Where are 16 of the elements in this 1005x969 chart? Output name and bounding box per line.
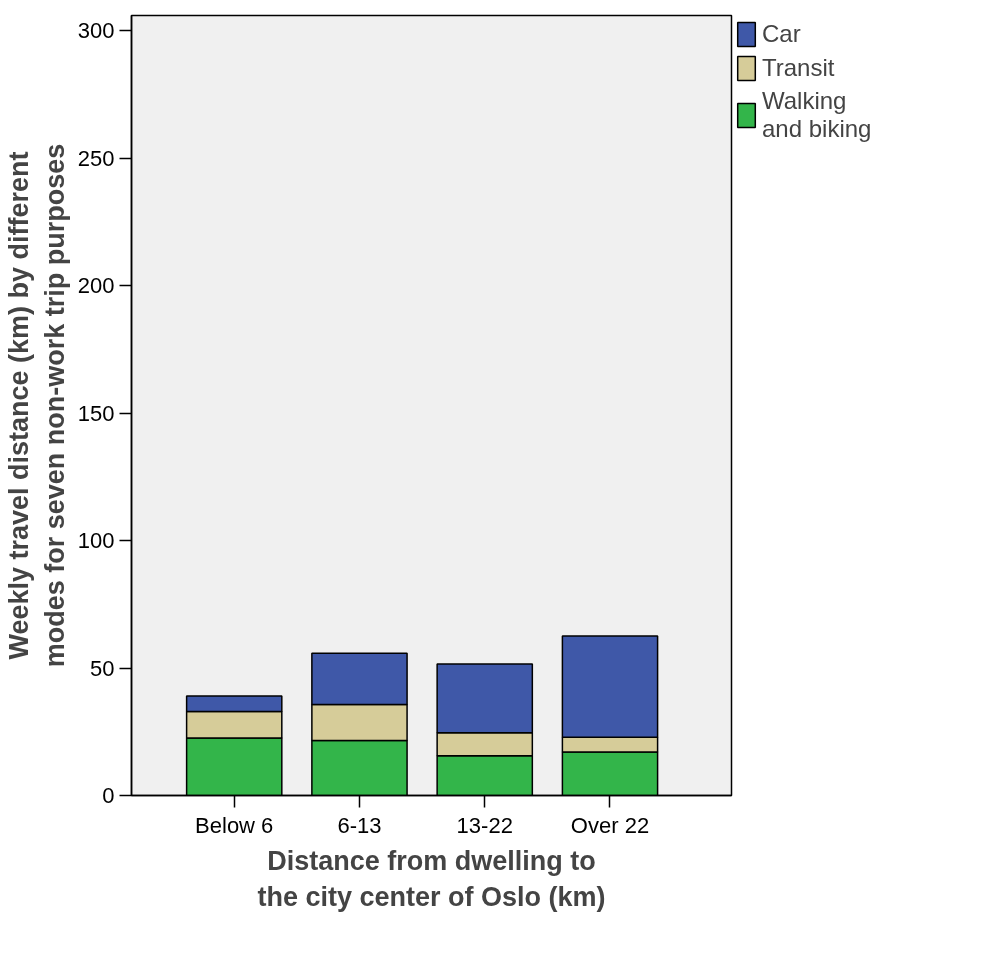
y-axis-title: Weekly travel distance (km) by different modes for seven non-work trip purposes (3, 143, 70, 668)
y-tick-label: 250 (77, 145, 115, 171)
y-tick-label: 0 (102, 783, 115, 808)
legend-label: Walking and biking (762, 87, 872, 143)
x-tick-label: Below 6 (195, 812, 274, 838)
x-axis-title: Distance from dwelling to the city center of Oslo (km) (257, 845, 606, 912)
y-tick-label: 150 (77, 400, 115, 426)
x-tick-label: 6-13 (337, 812, 382, 838)
y-tick-label: 50 (90, 655, 115, 681)
x-tick-label: Over 22 (570, 812, 650, 838)
y-tick-label: 300 (77, 18, 115, 44)
y-tick-label: 200 (77, 273, 115, 299)
x-tick-label: 13-22 (456, 812, 513, 838)
legend-label: Transit (762, 54, 835, 82)
y-tick-label: 100 (77, 528, 115, 554)
legend-label: Car (762, 20, 801, 48)
